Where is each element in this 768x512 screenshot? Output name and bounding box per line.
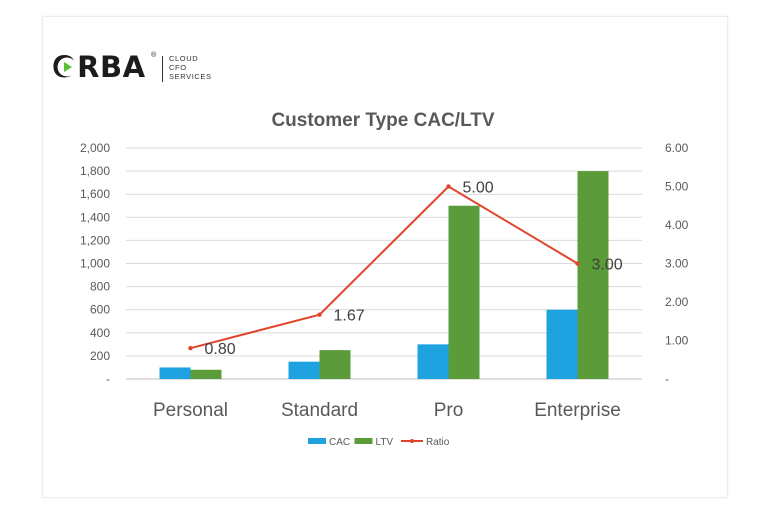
ratio-point xyxy=(188,346,193,351)
right-tick-label: 2.00 xyxy=(665,295,689,309)
chart-card xyxy=(42,16,728,498)
cac-bar xyxy=(546,309,578,379)
left-tick-label: 600 xyxy=(90,303,110,317)
logo-divider xyxy=(162,56,163,82)
right-tick-label: 4.00 xyxy=(665,218,689,232)
left-tick-label: 1,000 xyxy=(80,257,110,271)
logo-tagline-line: CLOUD xyxy=(169,54,199,63)
ltv-legend-swatch xyxy=(354,438,373,444)
legend-label: LTV xyxy=(376,437,394,448)
chart-title: Customer Type CAC/LTV xyxy=(271,110,494,131)
ltv-bar xyxy=(319,350,351,379)
bars xyxy=(159,171,609,379)
left-tick-label: 800 xyxy=(90,280,110,294)
category-label: Enterprise xyxy=(534,400,621,421)
ratio-data-label: 0.80 xyxy=(205,341,236,358)
left-tick-label: 1,400 xyxy=(80,210,110,224)
play-icon xyxy=(57,57,77,77)
cac-bar xyxy=(288,361,320,379)
category-label: Personal xyxy=(153,400,228,421)
ltv-bar xyxy=(190,369,222,379)
cac-legend-swatch xyxy=(308,438,326,444)
ratio-point xyxy=(575,261,580,266)
ratio-data-label: 5.00 xyxy=(463,180,494,197)
left-tick-label: 1,200 xyxy=(80,233,110,247)
right-tick-label: 6.00 xyxy=(665,141,689,155)
right-tick-label: 5.00 xyxy=(665,180,689,194)
ratio-data-label: 3.00 xyxy=(592,257,623,274)
category-label: Pro xyxy=(434,400,464,421)
legend-label: CAC xyxy=(329,437,350,448)
logo-tagline-line: CFO xyxy=(169,63,187,72)
ratio-line: 0.80 1.67 5.00 3.00 xyxy=(188,180,623,358)
right-axis: - 1.00 2.00 3.00 4.00 5.00 6.00 xyxy=(665,141,689,386)
ratio-line-path xyxy=(190,185,579,350)
category-labels: Personal Standard Pro Enterprise xyxy=(153,400,621,421)
legend: CAC LTV Ratio xyxy=(308,437,450,448)
ratio-legend-marker xyxy=(410,439,414,443)
left-tick-label: 200 xyxy=(90,349,110,363)
cac-bar xyxy=(159,367,191,379)
left-tick-label: 400 xyxy=(90,326,110,340)
legend-label: Ratio xyxy=(426,437,450,448)
ltv-bar xyxy=(577,171,609,379)
right-tick-label: 1.00 xyxy=(665,334,689,348)
cac-bar xyxy=(417,344,449,379)
left-tick-label: 2,000 xyxy=(80,141,110,155)
left-axis: - 200 400 600 800 1,000 1,200 1,400 1,600 1,800 2,… xyxy=(80,141,110,386)
right-tick-label: 3.00 xyxy=(665,257,689,271)
logo-tagline: CLOUD CFO SERVICES xyxy=(169,54,212,81)
left-tick-label: 1,800 xyxy=(80,164,110,178)
right-tick-label: - xyxy=(665,372,669,386)
ratio-point xyxy=(446,184,451,189)
left-tick-label: 1,600 xyxy=(80,187,110,201)
ratio-point xyxy=(317,312,322,317)
registered-mark: ® xyxy=(151,52,157,59)
ltv-bar xyxy=(448,205,480,379)
ratio-data-label: 1.67 xyxy=(334,308,365,325)
left-tick-label: - xyxy=(106,372,110,386)
logo-tagline-line: SERVICES xyxy=(169,72,212,81)
category-label: Standard xyxy=(281,400,358,421)
